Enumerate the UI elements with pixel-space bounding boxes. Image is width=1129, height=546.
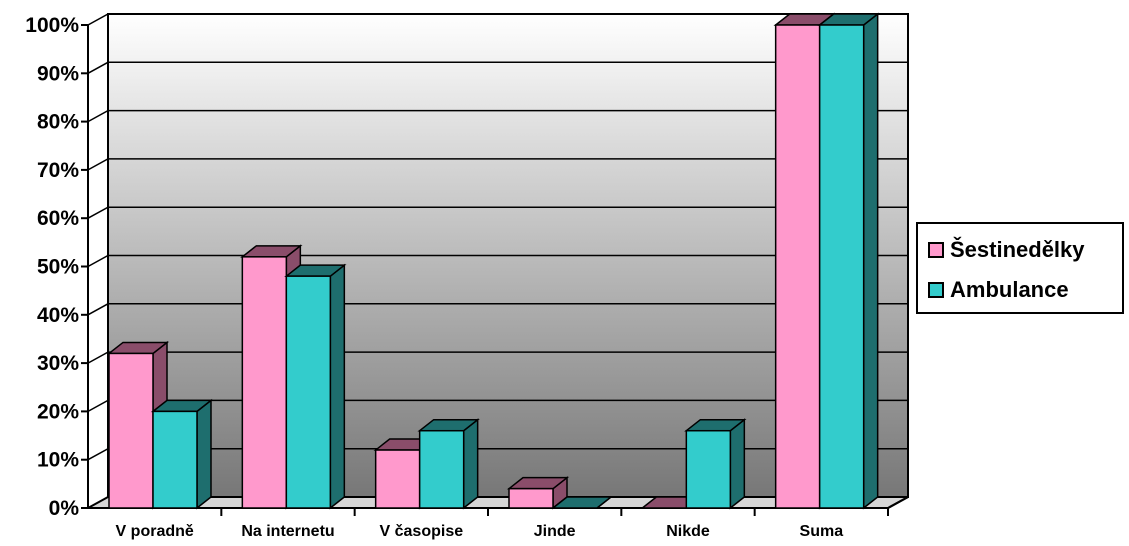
x-tick-label: Na internetu [241, 523, 334, 540]
y-tick-label: 70% [37, 159, 79, 182]
x-tick-label: Nikde [666, 523, 710, 540]
bar-front [285, 275, 332, 509]
y-tick-label: 10% [37, 449, 79, 472]
legend-label-series-1: Šestinedělky [950, 237, 1085, 262]
legend-swatch-series-2 [928, 282, 944, 298]
bar-2-6 [817, 12, 880, 510]
legend-swatch-series-1 [928, 242, 944, 258]
bar-2-1 [150, 398, 214, 510]
bar-front [241, 256, 288, 509]
bar-side [329, 263, 346, 510]
y-tick-label: 100% [25, 14, 79, 37]
x-tick-label: Suma [800, 523, 844, 540]
legend: Šestinedělky Ambulance [916, 222, 1124, 314]
legend-label-series-2: Ambulance [950, 277, 1069, 302]
y-tick-labels: 0% 10% 20% 30% 40% 50% 60% 70% 80% 90% 100% [25, 14, 79, 520]
floor-edge [887, 496, 909, 509]
bar-front [418, 429, 465, 509]
bar-2-2 [284, 263, 347, 510]
bar-front [374, 449, 421, 509]
y-tick-label: 40% [37, 304, 79, 327]
x-tick-label: V poradně [116, 523, 194, 540]
bar-front [685, 429, 732, 509]
bar-side [196, 398, 212, 510]
bar-front [818, 24, 865, 509]
bar-front [152, 410, 198, 509]
x-tick-labels: V poradně Na internetu V časopise Jinde Nikd… [116, 523, 844, 540]
legend-item-series-1: Šestinedělky [928, 236, 1085, 264]
axes [81, 14, 909, 516]
bar-2-3 [417, 418, 480, 510]
bar-2-4 [550, 496, 614, 509]
bar-top [550, 496, 614, 509]
y-tick-label: 20% [37, 400, 79, 423]
y-tick-label: 90% [37, 62, 79, 85]
y-tick-label: 30% [37, 352, 79, 375]
bar-1-4 [506, 476, 570, 510]
x-tick-label: Jinde [534, 523, 576, 540]
bar-front [508, 487, 554, 509]
x-tick-label: V časopise [380, 523, 464, 540]
bars [106, 12, 880, 510]
bar-front [774, 24, 821, 509]
y-tick-label: 60% [37, 207, 79, 230]
bar-side [462, 418, 479, 510]
bar-side [729, 418, 746, 510]
y-tick-label: 50% [37, 256, 79, 279]
bar-2-5 [684, 418, 747, 510]
bar-front [108, 352, 154, 509]
y-tick-label: 80% [37, 111, 79, 134]
y-tick-label: 0% [49, 497, 80, 520]
bar-side [862, 12, 879, 510]
legend-item-series-2: Ambulance [928, 276, 1069, 304]
